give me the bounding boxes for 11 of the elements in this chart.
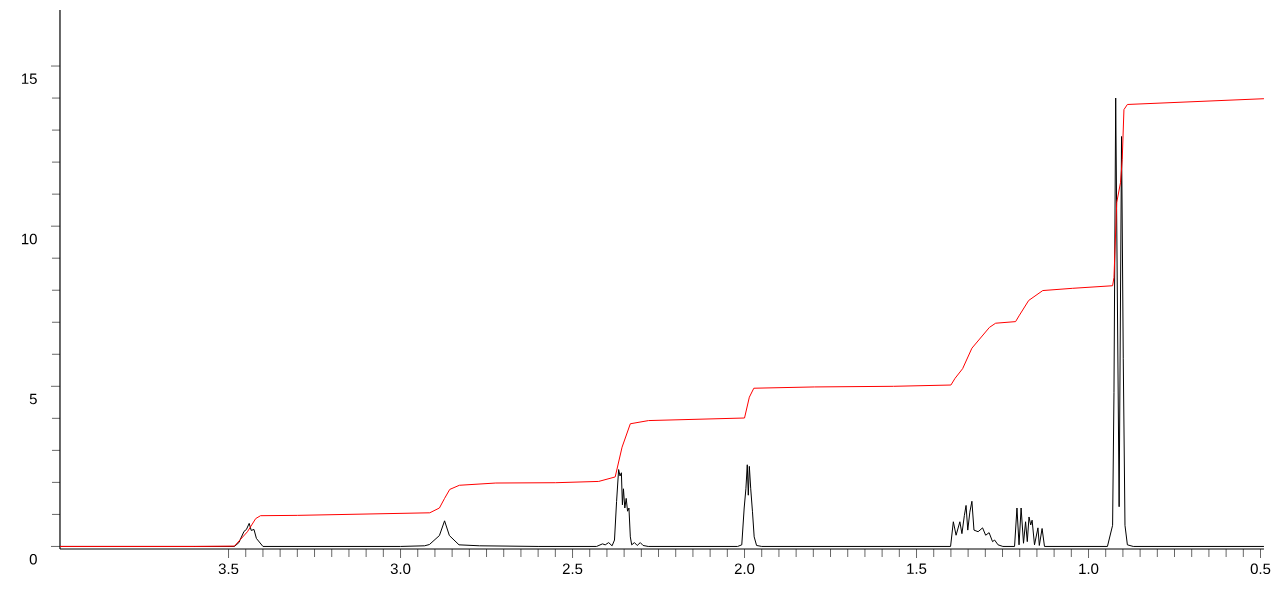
y-tick-label: 5 [29, 393, 37, 405]
x-tick-label: 0.5 [1250, 563, 1271, 575]
y-tick-label: 15 [21, 73, 37, 84]
x-tick-label: 1.5 [907, 563, 927, 574]
x-tick-label: 3.5 [218, 563, 239, 575]
x-tick-label: 3.0 [390, 563, 411, 575]
x-tick-label: 2.0 [734, 563, 755, 575]
x-tick-label: 2.5 [562, 563, 583, 575]
y-tick-label: 0 [29, 553, 37, 565]
y-tick-label: 10 [21, 233, 37, 245]
x-tick-label: 1.0 [1079, 563, 1099, 575]
